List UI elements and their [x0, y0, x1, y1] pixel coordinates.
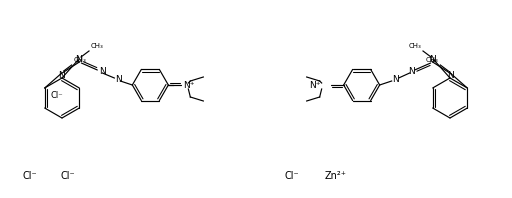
Text: N: N: [99, 67, 106, 75]
Text: CH₃: CH₃: [425, 57, 438, 63]
Text: CH₃: CH₃: [91, 43, 104, 49]
Text: Cl⁻: Cl⁻: [51, 91, 63, 101]
Text: CH₃: CH₃: [74, 57, 87, 63]
Text: Cl⁻: Cl⁻: [61, 171, 75, 181]
Text: N: N: [430, 54, 436, 64]
Text: N: N: [392, 75, 398, 85]
Text: Zn²⁺: Zn²⁺: [325, 171, 347, 181]
Text: N⁺: N⁺: [183, 81, 195, 89]
Text: N⁺: N⁺: [309, 81, 321, 89]
Text: N: N: [447, 70, 454, 80]
Text: Cl⁻: Cl⁻: [23, 171, 37, 181]
Text: Cl⁻: Cl⁻: [285, 171, 300, 181]
Text: N: N: [408, 67, 414, 75]
Text: N: N: [115, 75, 122, 85]
Text: N: N: [76, 54, 82, 64]
Text: CH₃: CH₃: [408, 43, 421, 49]
Text: N: N: [58, 70, 65, 80]
